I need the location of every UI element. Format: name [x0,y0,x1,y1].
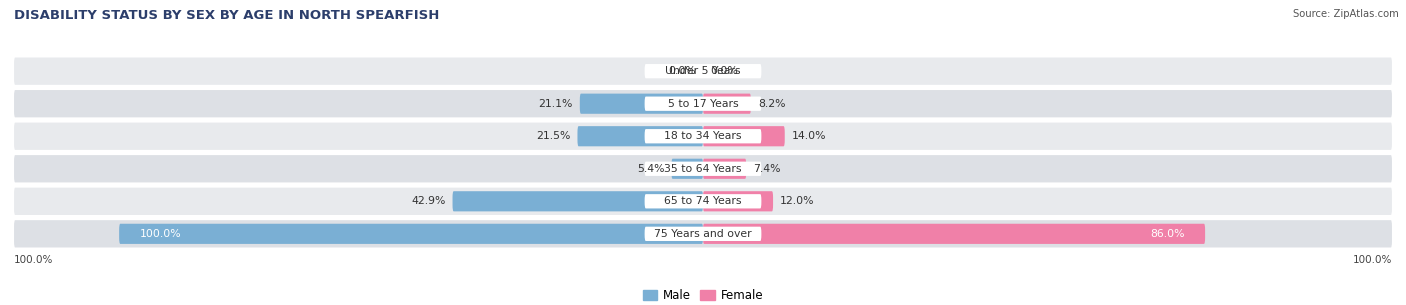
FancyBboxPatch shape [703,94,751,114]
FancyBboxPatch shape [644,97,762,111]
Text: 18 to 34 Years: 18 to 34 Years [664,131,742,141]
Text: DISABILITY STATUS BY SEX BY AGE IN NORTH SPEARFISH: DISABILITY STATUS BY SEX BY AGE IN NORTH… [14,9,440,22]
Text: 5.4%: 5.4% [637,164,665,174]
FancyBboxPatch shape [453,191,703,211]
FancyBboxPatch shape [14,188,1392,215]
FancyBboxPatch shape [14,155,1392,182]
Text: 86.0%: 86.0% [1150,229,1185,239]
FancyBboxPatch shape [579,94,703,114]
Text: 35 to 64 Years: 35 to 64 Years [664,164,742,174]
Text: 8.2%: 8.2% [758,99,786,109]
FancyBboxPatch shape [644,227,762,241]
Text: 21.1%: 21.1% [538,99,572,109]
Text: 100.0%: 100.0% [14,255,53,265]
Text: Under 5 Years: Under 5 Years [665,66,741,76]
Text: 0.0%: 0.0% [710,66,738,76]
Text: 12.0%: 12.0% [780,196,814,206]
Text: 5 to 17 Years: 5 to 17 Years [668,99,738,109]
FancyBboxPatch shape [14,220,1392,247]
FancyBboxPatch shape [703,126,785,146]
FancyBboxPatch shape [644,64,762,78]
FancyBboxPatch shape [14,90,1392,117]
Text: Source: ZipAtlas.com: Source: ZipAtlas.com [1294,9,1399,19]
Text: 14.0%: 14.0% [792,131,827,141]
Text: 100.0%: 100.0% [1353,255,1392,265]
Legend: Male, Female: Male, Female [638,284,768,305]
FancyBboxPatch shape [644,129,762,143]
FancyBboxPatch shape [14,58,1392,85]
Text: 75 Years and over: 75 Years and over [654,229,752,239]
FancyBboxPatch shape [703,191,773,211]
Text: 65 to 74 Years: 65 to 74 Years [664,196,742,206]
Text: 7.4%: 7.4% [754,164,780,174]
Text: 0.0%: 0.0% [668,66,696,76]
FancyBboxPatch shape [703,224,1205,244]
Text: 100.0%: 100.0% [139,229,181,239]
FancyBboxPatch shape [644,162,762,176]
Text: 21.5%: 21.5% [536,131,571,141]
FancyBboxPatch shape [672,159,703,179]
FancyBboxPatch shape [120,224,703,244]
FancyBboxPatch shape [644,194,762,208]
FancyBboxPatch shape [14,123,1392,150]
FancyBboxPatch shape [578,126,703,146]
Text: 42.9%: 42.9% [411,196,446,206]
FancyBboxPatch shape [703,159,747,179]
